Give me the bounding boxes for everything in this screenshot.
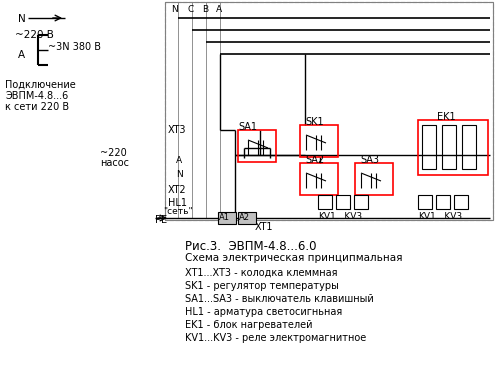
Bar (300, 163, 338, 195)
Text: XT1: XT1 (255, 222, 274, 232)
Bar (318, 195, 332, 209)
Text: XT1...XT3 - колодка клеммная: XT1...XT3 - колодка клеммная (185, 268, 338, 278)
Bar (436, 195, 450, 209)
Bar (165, 2, 493, 220)
Text: ЭВПМ-4.8...6: ЭВПМ-4.8...6 (5, 91, 68, 101)
Bar (238, 212, 256, 224)
Text: ~220 В: ~220 В (15, 30, 54, 40)
Bar (355, 163, 393, 195)
Text: A2: A2 (239, 213, 250, 222)
Bar (418, 120, 488, 175)
Text: SK1 - регулятор температуры: SK1 - регулятор температуры (185, 281, 339, 291)
Text: KV1...KV3: KV1...KV3 (318, 212, 362, 221)
Text: KV1...KV3: KV1...KV3 (418, 212, 462, 221)
Text: ~3N 380 В: ~3N 380 В (48, 42, 101, 52)
Text: N: N (171, 5, 178, 14)
Text: SK1: SK1 (305, 117, 324, 127)
Text: SA2: SA2 (305, 155, 324, 165)
Text: SA1...SA3 - выключатель клавишный: SA1...SA3 - выключатель клавишный (185, 294, 374, 304)
Text: EK1: EK1 (437, 112, 456, 122)
Bar (354, 195, 368, 209)
Text: к сети 220 В: к сети 220 В (5, 102, 69, 112)
Text: Схема электрическая принципмальная: Схема электрическая принципмальная (185, 253, 402, 263)
Text: KV1...KV3 - реле электромагнитное: KV1...KV3 - реле электромагнитное (185, 333, 366, 343)
Text: Подключение: Подключение (5, 80, 76, 90)
Text: HL1 - арматура светосигньная: HL1 - арматура светосигньная (185, 307, 342, 317)
Text: C: C (188, 5, 194, 14)
Text: N: N (18, 14, 26, 24)
Text: насос: насос (100, 158, 129, 168)
Bar (418, 195, 432, 209)
Bar (422, 125, 436, 169)
Text: XT2: XT2 (168, 185, 186, 195)
Text: A: A (18, 50, 25, 60)
Text: "сеть": "сеть" (163, 207, 192, 216)
Bar (336, 195, 350, 209)
Text: SA3: SA3 (360, 155, 379, 165)
Text: EK1 - блок нагревателей: EK1 - блок нагревателей (185, 320, 312, 330)
Bar (300, 125, 338, 157)
Text: A1: A1 (219, 213, 230, 222)
Text: N: N (176, 170, 183, 179)
Bar (218, 212, 236, 224)
Text: HL1: HL1 (168, 198, 187, 208)
Text: B: B (202, 5, 208, 14)
Bar (165, 2, 493, 220)
Text: XT3: XT3 (168, 125, 186, 135)
Bar (238, 130, 276, 162)
Text: SA1: SA1 (238, 122, 257, 132)
Bar (462, 125, 476, 169)
Text: Рис.3.  ЭВПМ-4.8...6.0: Рис.3. ЭВПМ-4.8...6.0 (185, 240, 316, 253)
Text: A: A (216, 5, 222, 14)
Bar (442, 125, 456, 169)
Text: PE: PE (155, 215, 167, 225)
Bar (454, 195, 468, 209)
Text: A: A (176, 156, 182, 165)
Text: ~220: ~220 (100, 148, 127, 158)
